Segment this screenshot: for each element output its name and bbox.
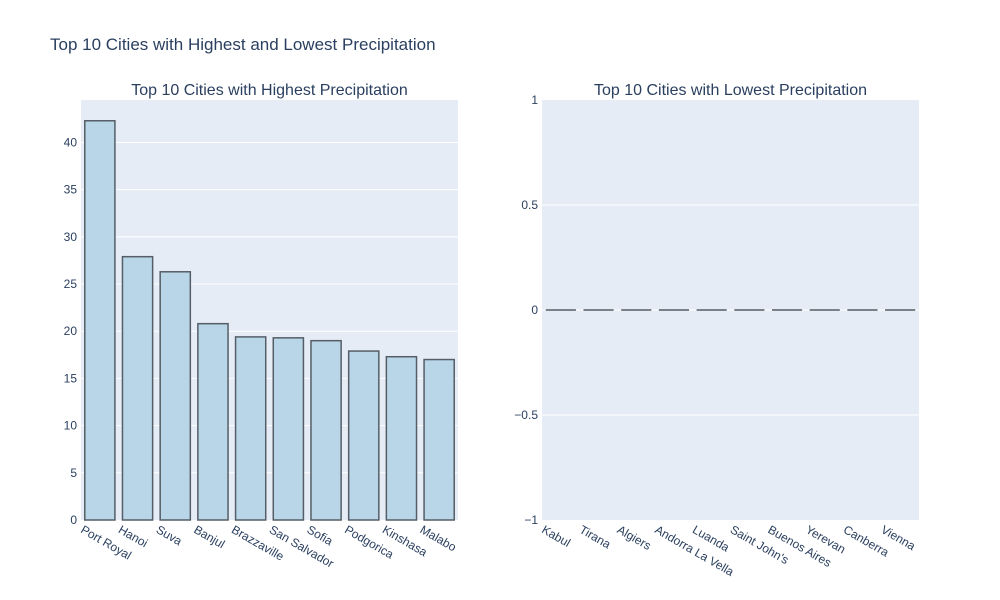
highest-ytick-label: 15 xyxy=(64,371,78,385)
highest-bar xyxy=(85,121,115,520)
highest-chart-title: Top 10 Cities with Highest Precipitation xyxy=(131,82,408,99)
highest-bar xyxy=(424,360,454,520)
lowest-xtick-label: Tirana xyxy=(577,522,613,551)
highest-bar xyxy=(198,324,228,520)
lowest-ytick-label: 0.5 xyxy=(521,198,538,212)
lowest-ytick-label: −0.5 xyxy=(514,408,538,422)
lowest-xtick-label: Kabul xyxy=(539,522,573,549)
highest-bar xyxy=(273,338,303,520)
highest-ytick-label: 10 xyxy=(64,419,78,433)
highest-xtick-label: Suva xyxy=(154,522,185,548)
highest-bar xyxy=(236,337,266,520)
highest-bar xyxy=(386,357,416,520)
lowest-chart-title: Top 10 Cities with Lowest Precipitation xyxy=(594,82,867,99)
figure-title: Top 10 Cities with Highest and Lowest Pr… xyxy=(50,35,436,54)
highest-bar xyxy=(160,272,190,520)
highest-ytick-label: 5 xyxy=(70,466,77,480)
highest-bar xyxy=(311,341,341,520)
lowest-ytick-label: 0 xyxy=(531,303,538,317)
highest-ytick-label: 30 xyxy=(64,230,78,244)
highest-ytick-label: 25 xyxy=(64,277,78,291)
highest-ytick-label: 35 xyxy=(64,183,78,197)
highest-ytick-label: 0 xyxy=(70,513,77,527)
lowest-ytick-label: −1 xyxy=(524,513,538,527)
highest-ytick-label: 40 xyxy=(64,135,78,149)
highest-bar xyxy=(122,257,152,520)
highest-ytick-label: 20 xyxy=(64,324,78,338)
lowest-xtick-label: Algiers xyxy=(615,522,654,552)
lowest-ytick-label: 1 xyxy=(531,93,538,107)
highest-bar xyxy=(349,351,379,520)
highest-xtick-label: Banjul xyxy=(191,522,227,551)
